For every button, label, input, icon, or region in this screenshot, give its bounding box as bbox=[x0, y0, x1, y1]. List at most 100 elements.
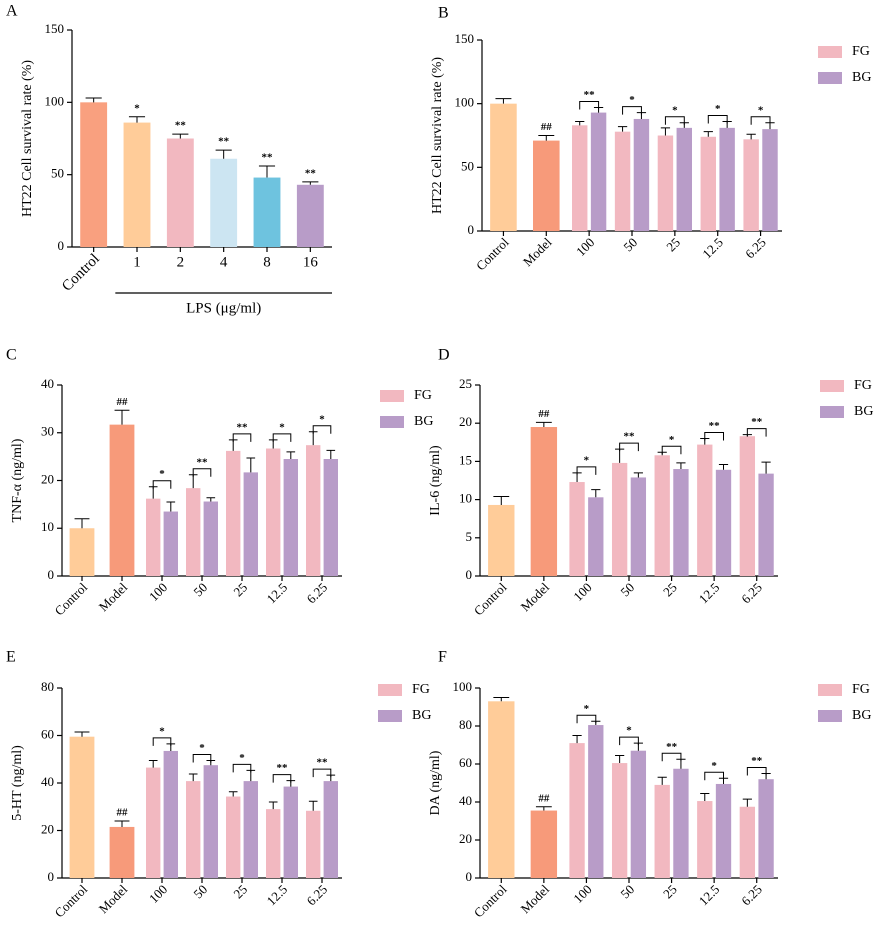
error-bar bbox=[258, 165, 276, 178]
x-tick-label: 16 bbox=[303, 254, 319, 270]
panel-label: E bbox=[6, 649, 16, 666]
significance: * bbox=[626, 725, 632, 737]
bar bbox=[203, 765, 218, 878]
significance-bracket bbox=[579, 100, 600, 110]
y-tick-label: 0 bbox=[48, 869, 55, 884]
bar bbox=[266, 448, 281, 576]
y-axis-title: HT22 Cell survival rate (%) bbox=[430, 57, 445, 214]
bar bbox=[226, 450, 241, 576]
error-bar bbox=[172, 133, 189, 139]
bar bbox=[588, 725, 604, 878]
error-bar bbox=[700, 792, 710, 802]
significance-bracket bbox=[232, 763, 252, 773]
bar bbox=[588, 497, 604, 576]
x-tick-label: Control bbox=[471, 579, 510, 618]
x-tick-label: Control bbox=[471, 881, 510, 920]
y-tick-label: 100 bbox=[453, 679, 473, 694]
x-tick-label: 12.5 bbox=[264, 882, 291, 909]
error-bar bbox=[228, 791, 238, 797]
significance: ** bbox=[277, 762, 289, 774]
legend-swatch bbox=[818, 72, 842, 84]
x-tick-label: 6.25 bbox=[742, 235, 769, 262]
bar bbox=[758, 473, 774, 576]
legend-label: BG bbox=[852, 708, 871, 723]
bar bbox=[69, 528, 95, 576]
bar bbox=[186, 781, 201, 878]
x-tick-label: 12.5 bbox=[264, 580, 291, 607]
x-tick-label: 50 bbox=[190, 882, 210, 902]
bar bbox=[700, 136, 716, 231]
bar bbox=[210, 158, 238, 247]
x-tick-label: 12.5 bbox=[696, 580, 723, 607]
error-bar bbox=[615, 448, 625, 463]
significance: * bbox=[584, 703, 590, 715]
significance: ** bbox=[305, 167, 317, 179]
significance-bracket bbox=[619, 736, 639, 746]
bar bbox=[673, 469, 689, 576]
error-bar bbox=[206, 497, 216, 502]
bar bbox=[283, 786, 298, 878]
x-tick-label: 12.5 bbox=[699, 235, 726, 262]
bar bbox=[611, 462, 628, 576]
error-bar bbox=[633, 472, 643, 478]
error-bar bbox=[572, 735, 582, 744]
significance: ** bbox=[751, 755, 763, 767]
y-tick-label: 100 bbox=[45, 93, 65, 108]
bar bbox=[715, 469, 732, 576]
bar bbox=[186, 488, 201, 576]
significance-bracket bbox=[192, 753, 212, 763]
legend-swatch bbox=[380, 416, 404, 428]
significance: ** bbox=[262, 152, 274, 164]
panel-label: C bbox=[6, 347, 17, 364]
significance-bracket bbox=[192, 468, 212, 477]
x-tick-label: 50 bbox=[190, 580, 210, 600]
y-tick-label: 15 bbox=[459, 452, 472, 467]
bar bbox=[676, 127, 692, 231]
bar bbox=[530, 427, 558, 576]
bar bbox=[490, 103, 517, 231]
error-bar bbox=[703, 131, 713, 137]
significance: * bbox=[319, 413, 325, 425]
x-tick-label: Control bbox=[59, 251, 103, 295]
bar bbox=[203, 501, 218, 576]
y-tick-label: 150 bbox=[45, 21, 65, 36]
error-bar bbox=[148, 759, 158, 768]
x-tick-label: 50 bbox=[617, 882, 637, 902]
x-tick-label: 50 bbox=[620, 235, 640, 255]
significance: ## bbox=[541, 121, 553, 133]
significance-bracket bbox=[152, 480, 172, 489]
error-bar bbox=[302, 181, 319, 185]
bar bbox=[243, 472, 258, 576]
error-bar bbox=[188, 773, 198, 782]
legend-swatch bbox=[378, 684, 402, 696]
significance: * bbox=[711, 760, 717, 772]
significance: * bbox=[134, 102, 140, 114]
x-tick-label: Model bbox=[96, 881, 131, 916]
bar bbox=[323, 781, 338, 878]
bar bbox=[715, 783, 732, 878]
error-bar bbox=[166, 501, 176, 512]
legend-swatch bbox=[380, 390, 404, 402]
error-bar bbox=[657, 776, 667, 785]
bar bbox=[166, 138, 194, 247]
significance: ** bbox=[624, 431, 636, 443]
legend-label: BG bbox=[852, 70, 871, 85]
error-bar bbox=[538, 135, 555, 141]
significance: * bbox=[199, 742, 205, 754]
error-bar bbox=[286, 451, 296, 460]
error-bar bbox=[308, 431, 318, 446]
y-tick-label: 40 bbox=[41, 376, 54, 391]
y-tick-label: 25 bbox=[459, 376, 472, 391]
bar bbox=[530, 810, 558, 878]
x-tick-label: Model bbox=[517, 881, 552, 916]
x-tick-label: 25 bbox=[230, 882, 250, 902]
bar bbox=[569, 482, 585, 576]
significance: ** bbox=[175, 120, 187, 132]
bar bbox=[109, 826, 135, 878]
y-tick-label: 0 bbox=[468, 222, 475, 237]
error-bar bbox=[591, 489, 601, 498]
y-tick-label: 60 bbox=[41, 726, 54, 741]
significance: ** bbox=[751, 416, 763, 428]
bar bbox=[488, 504, 515, 576]
error-bar bbox=[495, 98, 512, 104]
